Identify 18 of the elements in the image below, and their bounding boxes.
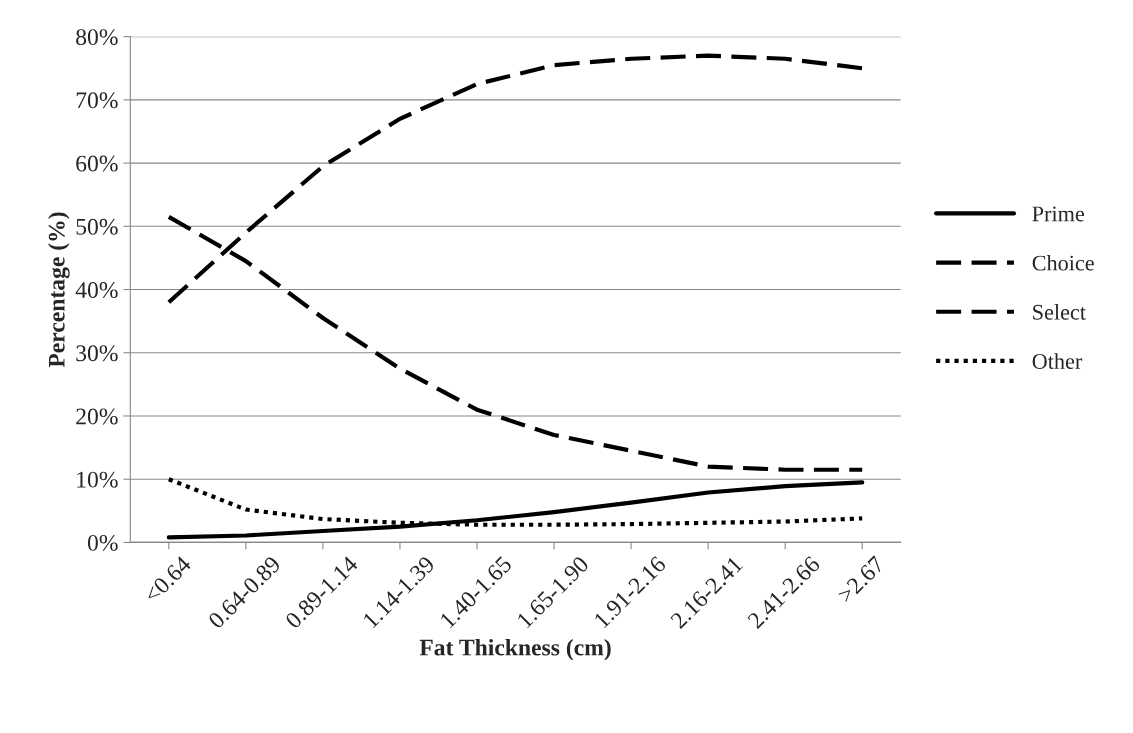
y-tick-label: 60% [76,155,118,172]
legend-label: Select [1033,304,1086,320]
legend-label: Choice [1032,254,1094,271]
y-tick-label: 10% [77,471,118,488]
y-tick-label: 50% [76,218,118,235]
legend-label: Other [1032,353,1083,369]
y-tick-label: 20% [76,408,118,425]
y-tick-label: 30% [76,345,118,362]
x-axis-title: Fat Thickness (cm) [419,638,611,661]
line-series [166,214,865,472]
y-tick-label: 0% [87,534,118,551]
y-tick-label: 70% [76,92,118,109]
y-tick-label: 80% [76,29,118,46]
legend-label: Prime [1032,206,1085,222]
line-series [166,53,865,305]
line-series [166,480,865,540]
y-tick-label: 40% [75,282,118,299]
y-axis-title: Percentage (%) [48,212,70,368]
